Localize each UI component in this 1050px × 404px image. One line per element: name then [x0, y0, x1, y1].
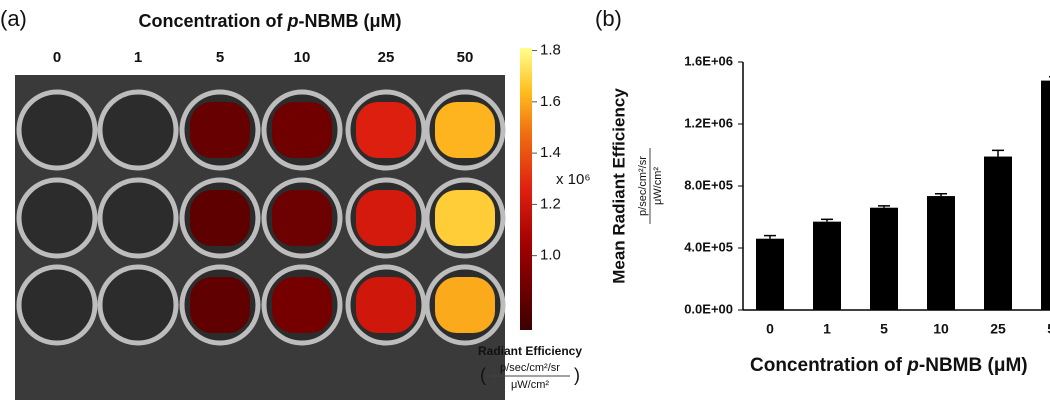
column-label: 5: [216, 49, 224, 66]
well: [97, 177, 179, 259]
bar: [870, 207, 898, 310]
signal: [190, 102, 250, 158]
y-tick-label: 0.0E+00: [684, 301, 733, 316]
y-tick-label: 4.0E+05: [684, 239, 733, 254]
unit-numerator: p/sec/cm²/sr: [500, 362, 560, 374]
title-run: p: [906, 355, 919, 376]
title-run: Concentration of: [139, 11, 288, 31]
title-run: Concentration of: [750, 355, 907, 376]
column-label: 10: [294, 49, 311, 66]
signal: [356, 190, 416, 246]
colorbar-scale: x 10⁶: [556, 171, 591, 188]
column-label: 50: [457, 49, 474, 66]
bar: [927, 196, 955, 310]
signal: [272, 102, 332, 158]
signal: [190, 277, 250, 333]
y-tick-label: 1.2E+06: [684, 115, 733, 130]
bar: [813, 221, 841, 310]
unit-paren: ): [574, 365, 580, 385]
y-axis-label: Mean Radiant Efficiency: [609, 88, 628, 284]
unit-denominator: μW/cm²: [511, 379, 549, 391]
panel-label: (a): [0, 6, 27, 31]
y-unit-group: p/sec/cm²/sr μW/cm²: [637, 148, 664, 224]
colorbar: [520, 48, 532, 330]
bar: [756, 238, 784, 310]
x-axis-label: Concentration of p-NBMB (μM): [750, 355, 1028, 376]
well: [16, 264, 98, 346]
signal: [356, 102, 416, 158]
signal: [272, 277, 332, 333]
signal: [435, 102, 495, 158]
signal: [190, 190, 250, 246]
unit-paren: (: [480, 365, 486, 385]
title-run: p: [287, 11, 299, 31]
x-tick-label: 5: [880, 321, 888, 337]
y-tick-label: 8.0E+05: [684, 177, 733, 192]
bar: [984, 156, 1012, 310]
unit-denominator: μW/cm²: [652, 167, 664, 205]
column-label: 25: [378, 49, 395, 66]
column-label: 1: [134, 49, 142, 66]
colorbar-tick-label: 1.2: [540, 195, 561, 212]
title-run: -NBMB (μM): [919, 355, 1028, 376]
colorbar-tick-label: 1.4: [540, 144, 561, 161]
signal: [435, 277, 495, 333]
panel-label: (b): [595, 6, 622, 31]
signal: [435, 190, 495, 246]
well: [97, 89, 179, 171]
x-tick-label: 10: [933, 321, 949, 337]
signal: [356, 277, 416, 333]
x-tick-label: 25: [990, 321, 1006, 337]
y-tick-label: 1.6E+06: [684, 53, 733, 68]
well: [16, 177, 98, 259]
title-run: -NBMB (μM): [299, 11, 402, 31]
colorbar-tick-label: 1.0: [540, 247, 561, 264]
x-tick-label: 1: [823, 321, 831, 337]
x-tick-label: 0: [766, 321, 774, 337]
y-label-group: Mean Radiant Efficiency: [609, 88, 628, 284]
well: [97, 264, 179, 346]
unit-numerator: p/sec/cm²/sr: [637, 156, 649, 216]
colorbar-tick-label: 1.6: [540, 93, 561, 110]
x-tick-label: 50: [1047, 321, 1050, 337]
chart-title: Concentration of p-NBMB (μM): [139, 11, 402, 31]
colorbar-tick-label: 1.8: [540, 42, 561, 59]
signal: [272, 190, 332, 246]
colorbar-label: Radiant Efficiency: [478, 344, 582, 358]
well: [16, 89, 98, 171]
column-label: 0: [53, 49, 61, 66]
bar: [1041, 80, 1050, 310]
